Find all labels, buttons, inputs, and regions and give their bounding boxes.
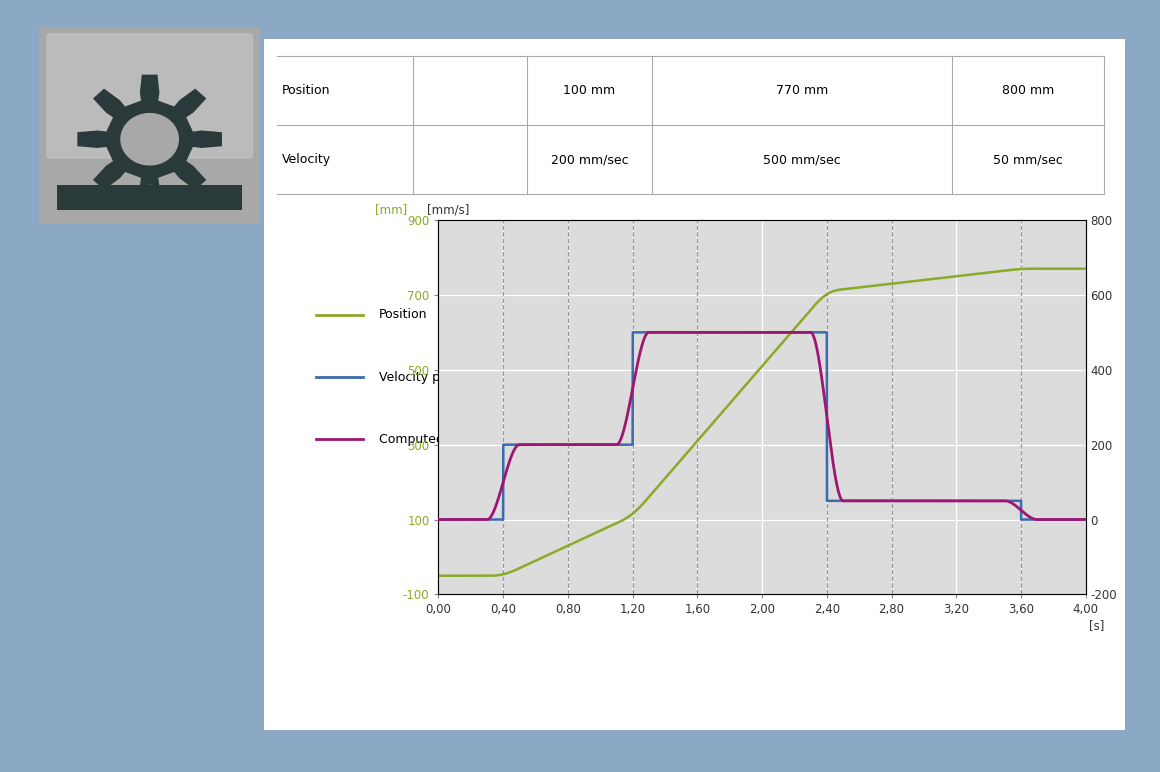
Text: 800 mm: 800 mm	[1002, 84, 1054, 97]
Text: 50 mm/sec: 50 mm/sec	[993, 153, 1063, 166]
Text: Velocity: Velocity	[282, 153, 331, 166]
Polygon shape	[121, 113, 179, 164]
Text: Position: Position	[282, 84, 331, 97]
Text: 770 mm: 770 mm	[776, 84, 828, 97]
Polygon shape	[39, 187, 260, 224]
Text: Position: Position	[379, 309, 427, 321]
Text: Computed, optimized trajectory: Computed, optimized trajectory	[379, 433, 579, 446]
Text: 200 mm/sec: 200 mm/sec	[551, 153, 628, 166]
Polygon shape	[78, 75, 222, 204]
Text: [mm]: [mm]	[375, 203, 407, 216]
Text: [mm/s]: [mm/s]	[427, 203, 470, 216]
Text: 500 mm/sec: 500 mm/sec	[763, 153, 841, 166]
Text: Velocity profile (user input): Velocity profile (user input)	[379, 371, 549, 384]
Polygon shape	[57, 185, 242, 210]
Polygon shape	[57, 185, 242, 212]
Text: 100 mm: 100 mm	[564, 84, 615, 97]
FancyBboxPatch shape	[35, 23, 264, 228]
Polygon shape	[118, 185, 181, 213]
Text: [s]: [s]	[1089, 619, 1104, 631]
FancyBboxPatch shape	[46, 33, 253, 159]
